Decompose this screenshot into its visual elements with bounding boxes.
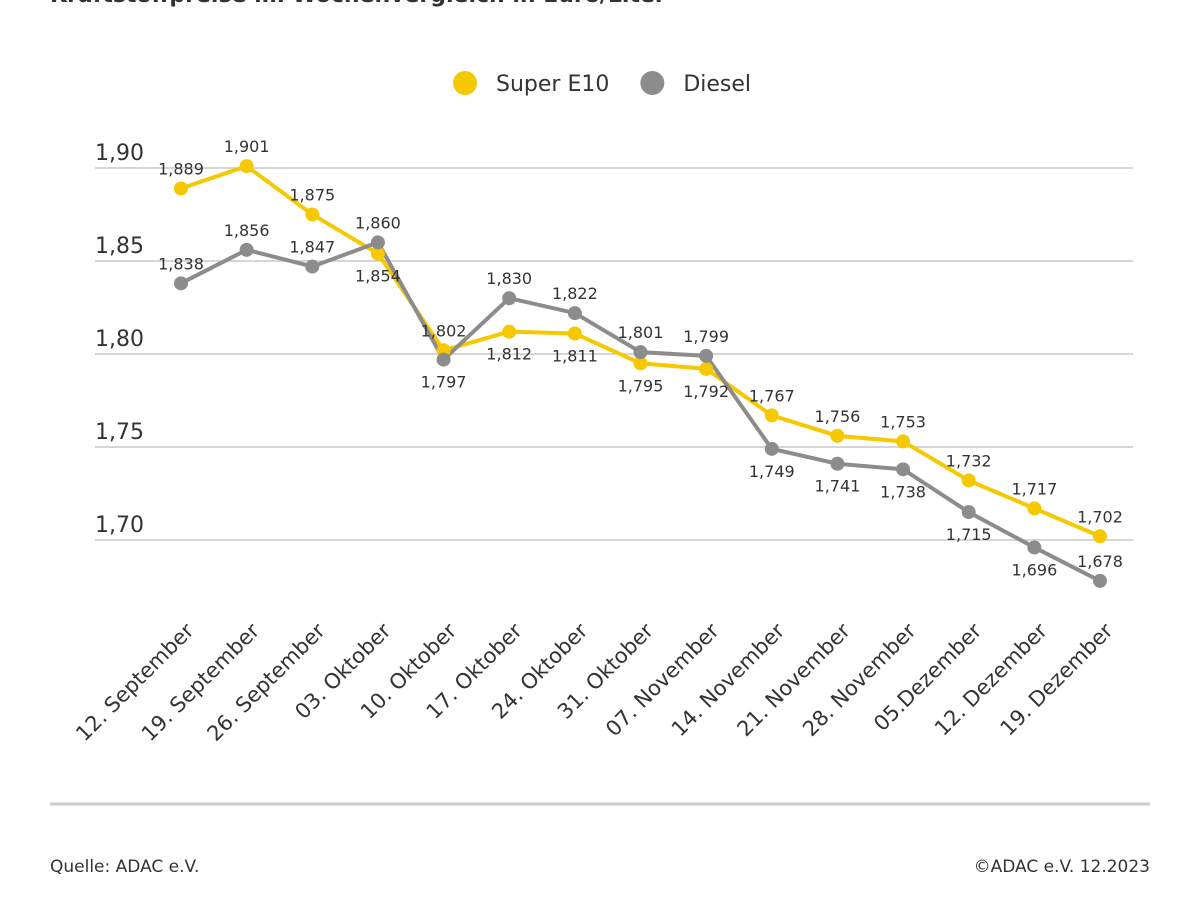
data-point [699, 348, 714, 363]
legend-marker [453, 71, 477, 95]
data-label: 1,753 [880, 412, 926, 431]
y-tick-label: 1,90 [95, 141, 144, 166]
data-point [174, 181, 188, 196]
x-tick-label: 19. September [137, 618, 265, 746]
data-point [1027, 540, 1042, 555]
data-label: 1,732 [946, 451, 992, 470]
source: Quelle: ADAC e.V. [50, 857, 199, 877]
data-label: 1,811 [552, 347, 598, 366]
data-point [830, 456, 845, 471]
x-tick-label: 28. November [798, 618, 921, 741]
x-tick-label: 21. November [732, 618, 855, 741]
data-point [830, 428, 845, 443]
legend-marker [640, 71, 665, 95]
data-point [764, 408, 779, 423]
data-point [896, 434, 911, 449]
data-label: 1,822 [552, 284, 598, 303]
data-label: 1,830 [486, 269, 532, 288]
data-point [370, 246, 385, 261]
data-label: 1,678 [1077, 552, 1123, 571]
data-label: 1,889 [158, 159, 204, 178]
data-label: 1,702 [1077, 507, 1123, 526]
data-point [174, 276, 188, 291]
data-label: 1,847 [289, 238, 335, 257]
y-tick-label: 1,85 [95, 234, 144, 259]
data-label: 1,856 [224, 221, 270, 240]
x-tick-label: 07. November [601, 618, 724, 741]
data-point [1027, 501, 1042, 516]
x-tick-label: 14. November [667, 618, 790, 741]
data-label: 1,797 [421, 373, 467, 392]
data-point [1093, 529, 1107, 544]
y-tick-label: 1,80 [95, 327, 144, 352]
data-label: 1,749 [749, 462, 795, 481]
data-point [567, 306, 582, 321]
data-point [633, 356, 648, 371]
data-label: 1,854 [355, 267, 401, 286]
data-point [633, 345, 648, 360]
data-point [961, 473, 976, 488]
data-label: 1,741 [815, 477, 861, 496]
data-label: 1,799 [683, 327, 729, 346]
data-label: 1,875 [289, 186, 335, 205]
data-label: 1,802 [421, 321, 467, 340]
data-point [305, 207, 320, 222]
data-point [896, 462, 911, 477]
data-label: 1,767 [749, 386, 795, 405]
data-point [567, 326, 582, 341]
legend-label: Super E10 [496, 72, 609, 97]
x-tick-label: 12. September [71, 618, 199, 746]
data-point [239, 159, 254, 174]
data-label: 1,838 [158, 254, 204, 273]
data-label: 1,901 [224, 137, 270, 156]
data-point [370, 235, 385, 250]
data-label: 1,696 [1011, 560, 1057, 579]
x-tick-label: 19. Dezember [996, 618, 1118, 740]
data-label: 1,715 [946, 525, 992, 544]
data-label: 1,738 [880, 482, 926, 501]
data-point [239, 242, 254, 257]
chart-title: Kraftstoffpreise im Wochenvergleich in E… [50, 0, 666, 8]
data-label: 1,812 [486, 345, 532, 364]
x-tick-label: 12. Dezember [930, 618, 1052, 740]
data-point [961, 505, 976, 520]
legend-label: Diesel [683, 72, 751, 97]
y-tick-label: 1,70 [95, 513, 144, 538]
data-point [699, 361, 714, 376]
data-label: 1,801 [618, 323, 664, 342]
data-point [1093, 573, 1107, 588]
data-point [502, 291, 517, 306]
data-point [764, 441, 779, 456]
data-point [305, 259, 320, 274]
data-label: 1,717 [1011, 479, 1057, 498]
data-label: 1,860 [355, 213, 401, 232]
x-tick-label: 26. September [202, 618, 330, 746]
data-label: 1,795 [618, 376, 664, 395]
data-point [502, 324, 517, 339]
data-label: 1,756 [815, 407, 861, 426]
copyright: ©ADAC e.V. 12.2023 [974, 857, 1150, 877]
y-tick-label: 1,75 [95, 420, 144, 445]
data-label: 1,792 [683, 382, 729, 401]
data-point [436, 352, 451, 367]
